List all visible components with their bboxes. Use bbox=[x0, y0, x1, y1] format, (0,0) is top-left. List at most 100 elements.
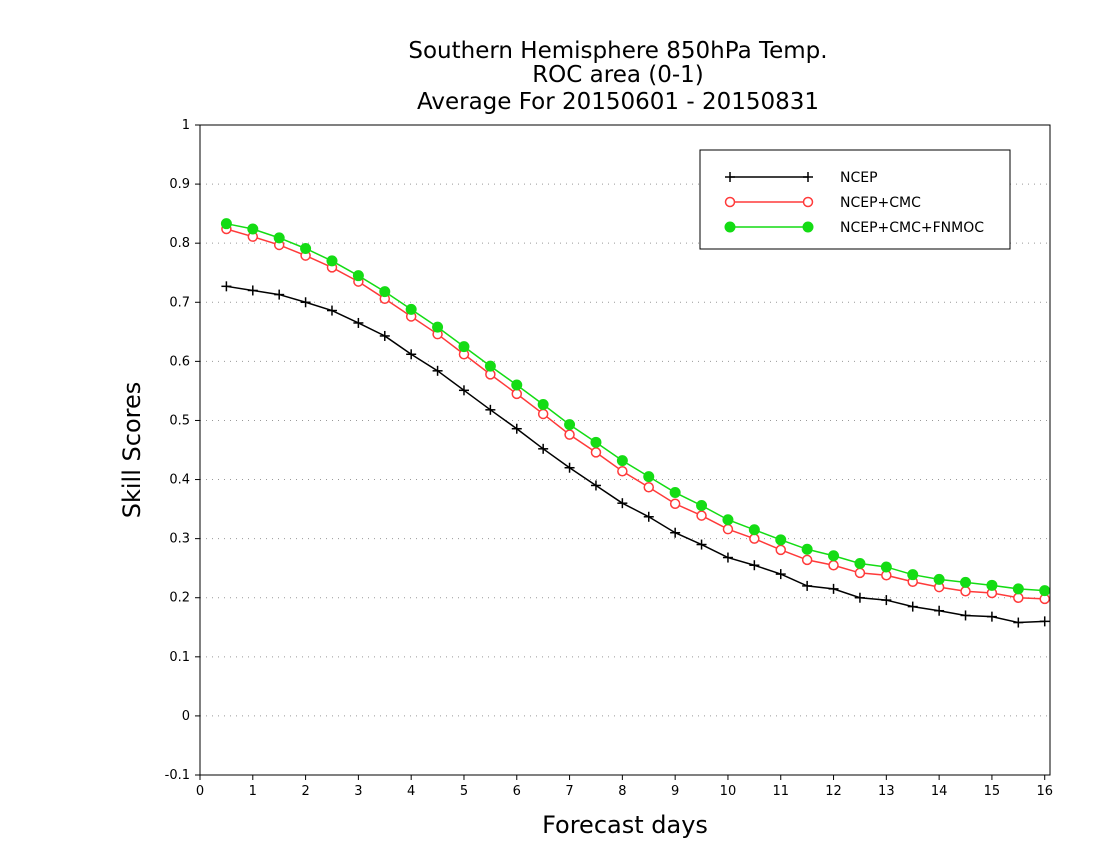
data-point-ncep-cmc-fnmoc bbox=[643, 471, 655, 483]
y-tick-label: 0.5 bbox=[169, 413, 190, 428]
data-point-ncep-cmc-fnmoc bbox=[511, 379, 523, 391]
data-point-ncep bbox=[934, 605, 945, 616]
data-point-ncep-cmc-fnmoc bbox=[537, 399, 549, 410]
data-point-ncep-cmc-fnmoc bbox=[590, 436, 602, 448]
data-point-ncep-cmc-fnmoc bbox=[907, 569, 919, 581]
legend-marker-ncep-cmc bbox=[802, 196, 814, 208]
data-point-ncep bbox=[828, 583, 839, 594]
legend-label-ncep-cmc-fnmoc: NCEP+CMC+FNMOC bbox=[840, 220, 984, 236]
y-tick-label: 0.6 bbox=[169, 354, 190, 369]
data-point-ncep-cmc bbox=[696, 510, 707, 521]
legend-label-ncep: NCEP bbox=[840, 170, 878, 186]
data-point-ncep bbox=[406, 349, 417, 360]
data-point-ncep bbox=[960, 610, 971, 621]
legend-marker-ncep-cmc-fnmoc bbox=[724, 221, 736, 233]
y-tick-label: -0.1 bbox=[165, 768, 190, 783]
data-point-ncep-cmc-fnmoc bbox=[960, 576, 972, 588]
data-point-ncep bbox=[775, 569, 786, 580]
data-point-ncep bbox=[326, 305, 337, 316]
data-point-ncep-cmc-fnmoc bbox=[669, 487, 681, 499]
x-axis-ticks: 0 1 2 3 4 5 6 7 8 9 10 11 12 13 14 15 16 bbox=[196, 775, 1053, 799]
x-tick-label: 4 bbox=[407, 784, 415, 799]
title-line-3: Average For 20150601 - 20150831 bbox=[417, 89, 819, 115]
data-point-ncep bbox=[749, 560, 760, 571]
series-line-ncep-cmc-fnmoc bbox=[226, 222, 1045, 592]
x-tick-label: 7 bbox=[565, 784, 573, 799]
x-tick-label: 2 bbox=[301, 784, 309, 799]
data-point-ncep-cmc-fnmoc bbox=[986, 579, 998, 591]
data-point-ncep-cmc bbox=[828, 559, 839, 571]
data-point-ncep-cmc-fnmoc bbox=[247, 223, 259, 235]
x-tick-label: 6 bbox=[513, 784, 521, 799]
data-point-ncep bbox=[802, 580, 813, 591]
y-tick-label: 1 bbox=[182, 118, 190, 133]
data-point-ncep bbox=[538, 443, 549, 454]
title-line-1: Southern Hemisphere 850hPa Temp. bbox=[408, 38, 827, 64]
y-tick-label: 0.7 bbox=[169, 295, 190, 310]
series-layer bbox=[220, 218, 1051, 628]
data-point-ncep-cmc bbox=[590, 447, 602, 458]
data-point-ncep-cmc bbox=[511, 388, 523, 400]
data-point-ncep bbox=[881, 595, 892, 606]
data-point-ncep bbox=[274, 289, 285, 300]
y-axis-title: Skill Scores bbox=[118, 382, 146, 519]
y-tick-label: 0 bbox=[182, 709, 190, 724]
data-point-ncep-cmc-fnmoc bbox=[933, 573, 945, 585]
x-tick-label: 10 bbox=[720, 784, 737, 799]
data-point-ncep-cmc bbox=[1013, 592, 1024, 603]
x-tick-label: 9 bbox=[671, 784, 679, 799]
data-point-ncep-cmc-fnmoc bbox=[854, 557, 866, 569]
data-point-ncep-cmc bbox=[801, 554, 813, 566]
data-point-ncep-cmc bbox=[669, 498, 681, 510]
data-point-ncep bbox=[300, 297, 311, 308]
data-point-ncep bbox=[907, 601, 918, 612]
data-point-ncep bbox=[854, 592, 865, 603]
y-tick-label: 0.8 bbox=[169, 236, 190, 251]
x-tick-label: 1 bbox=[249, 784, 257, 799]
data-point-ncep-cmc-fnmoc bbox=[880, 561, 892, 573]
data-point-ncep bbox=[511, 423, 522, 434]
data-point-ncep bbox=[670, 527, 681, 538]
data-point-ncep-cmc-fnmoc bbox=[220, 218, 232, 230]
y-tick-label: 0.1 bbox=[169, 650, 190, 665]
legend-marker-ncep-cmc-fnmoc bbox=[802, 221, 814, 233]
data-point-ncep-cmc bbox=[722, 523, 734, 535]
data-point-ncep-cmc-fnmoc bbox=[405, 303, 417, 315]
x-tick-label: 15 bbox=[984, 784, 1001, 799]
data-point-ncep bbox=[1039, 616, 1050, 627]
series-line-ncep-cmc bbox=[226, 228, 1045, 600]
x-tick-label: 8 bbox=[618, 784, 626, 799]
x-tick-label: 12 bbox=[825, 784, 842, 799]
x-tick-label: 16 bbox=[1036, 784, 1053, 799]
data-point-ncep-cmc bbox=[643, 481, 655, 493]
data-point-ncep bbox=[617, 498, 628, 509]
legend-marker-ncep-cmc bbox=[724, 196, 736, 208]
data-point-ncep-cmc-fnmoc bbox=[748, 524, 760, 536]
plot-frame bbox=[199, 124, 1051, 776]
data-point-ncep-cmc-fnmoc bbox=[432, 321, 444, 333]
data-point-ncep-cmc-fnmoc bbox=[484, 360, 496, 372]
data-point-ncep-cmc bbox=[564, 429, 575, 440]
series-line-ncep bbox=[226, 285, 1045, 624]
legend-box bbox=[699, 149, 1011, 250]
x-tick-label: 0 bbox=[196, 784, 204, 799]
data-point-ncep-cmc bbox=[854, 567, 866, 579]
data-point-ncep-cmc bbox=[749, 533, 760, 544]
data-point-ncep-cmc-fnmoc bbox=[458, 341, 470, 353]
data-point-ncep bbox=[722, 552, 733, 563]
data-point-ncep bbox=[247, 285, 258, 296]
data-point-ncep-cmc-fnmoc bbox=[1012, 583, 1024, 595]
data-point-ncep-cmc-fnmoc bbox=[1039, 585, 1051, 597]
y-tick-label: 0.3 bbox=[169, 532, 190, 547]
data-point-ncep-cmc-fnmoc bbox=[300, 243, 312, 254]
legend-label-ncep-cmc: NCEP+CMC bbox=[840, 195, 921, 211]
data-point-ncep bbox=[379, 330, 390, 341]
data-point-ncep-cmc bbox=[775, 544, 786, 556]
data-point-ncep-cmc bbox=[617, 466, 628, 477]
chart-title: Southern Hemisphere 850hPa Temp. ROC are… bbox=[408, 38, 827, 115]
y-axis-ticks: -0.1 0 0.1 0.2 0.3 0.4 0.5 0.6 0.7 0.8 0.9 1 bbox=[165, 118, 200, 783]
data-point-ncep bbox=[353, 317, 364, 328]
data-point-ncep-cmc-fnmoc bbox=[722, 514, 734, 526]
data-point-ncep-cmc-fnmoc bbox=[616, 455, 628, 467]
